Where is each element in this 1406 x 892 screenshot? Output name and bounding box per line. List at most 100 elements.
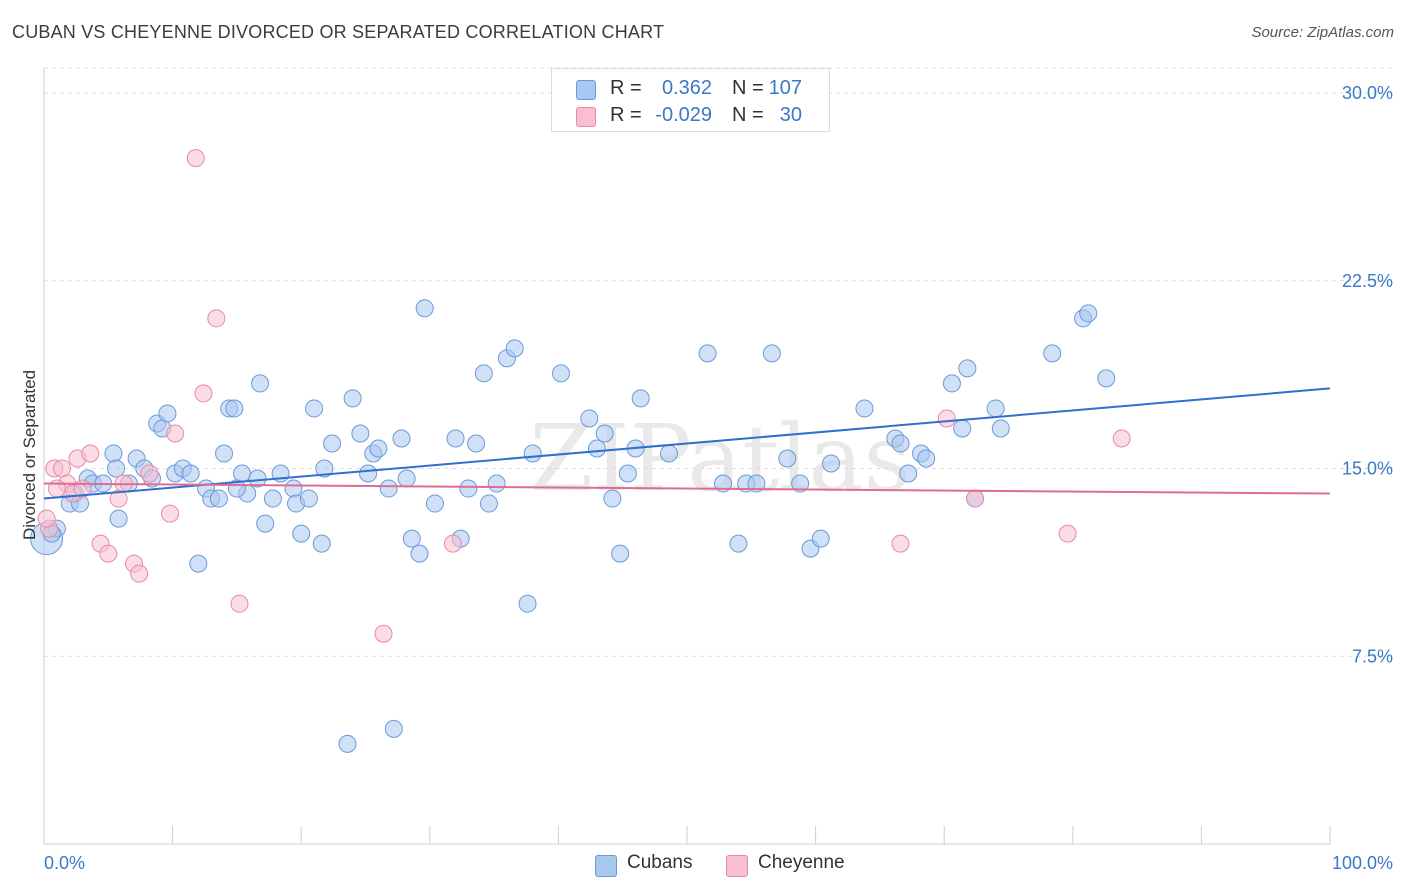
chart-title: CUBAN VS CHEYENNE DIVORCED OR SEPARATED … bbox=[12, 22, 665, 42]
point-cheyenne bbox=[891, 534, 910, 553]
point-cubans bbox=[181, 464, 200, 483]
correlation-legend: R = 0.362 N = 107 R = -0.029 N = 30 bbox=[551, 68, 830, 132]
point-cheyenne bbox=[937, 409, 956, 428]
point-cubans bbox=[698, 344, 717, 363]
point-cubans bbox=[343, 389, 362, 408]
legend-r-value: 0.362 bbox=[661, 77, 712, 99]
source-label: Source: ZipAtlas.com bbox=[1251, 24, 1394, 41]
point-cubans bbox=[384, 719, 403, 738]
point-cubans bbox=[917, 449, 936, 468]
point-cheyenne bbox=[37, 509, 56, 528]
point-cheyenne bbox=[443, 534, 462, 553]
point-cubans bbox=[778, 449, 797, 468]
point-cubans bbox=[631, 389, 650, 408]
point-cubans bbox=[958, 359, 977, 378]
point-cubans bbox=[233, 464, 252, 483]
point-cubans bbox=[991, 419, 1010, 438]
point-cubans bbox=[714, 474, 733, 493]
point-cubans bbox=[351, 424, 370, 443]
grid-lines bbox=[44, 67, 1392, 657]
point-cubans bbox=[379, 479, 398, 498]
tick-labels: 7.5% 15.0% 22.5% 30.0% 0.0% 100.0% bbox=[44, 83, 1393, 873]
point-cheyenne bbox=[166, 424, 185, 443]
point-cubans bbox=[284, 479, 303, 498]
point-cubans bbox=[459, 479, 478, 498]
point-cubans bbox=[986, 399, 1005, 418]
point-cubans bbox=[855, 399, 874, 418]
point-cubans bbox=[762, 344, 781, 363]
point-cubans bbox=[953, 419, 972, 438]
point-cheyenne bbox=[186, 149, 205, 168]
legend-n-value: 30 bbox=[779, 104, 802, 126]
point-cubans bbox=[467, 434, 486, 453]
point-cubans bbox=[397, 469, 416, 488]
point-cubans bbox=[523, 444, 542, 463]
point-cubans bbox=[505, 339, 524, 358]
point-cubans bbox=[251, 374, 270, 393]
y-axis-label: Divorced or Separated bbox=[20, 369, 39, 541]
point-cubans bbox=[402, 529, 421, 548]
legend-swatch-cubans bbox=[595, 855, 617, 877]
legend-row-cheyenne: R = -0.029 N = 30 bbox=[552, 102, 829, 128]
trend-lines bbox=[43, 387, 1331, 500]
legend-swatch-cheyenne bbox=[726, 855, 748, 877]
point-cubans bbox=[595, 424, 614, 443]
y-tick-label: 7.5% bbox=[1352, 646, 1393, 666]
point-cubans bbox=[587, 439, 606, 458]
trend-line-cheyenne bbox=[43, 482, 1331, 495]
point-cubans bbox=[551, 364, 570, 383]
point-cubans bbox=[611, 544, 630, 563]
point-cubans bbox=[104, 444, 123, 463]
point-cheyenne bbox=[1058, 524, 1077, 543]
point-cubans bbox=[263, 489, 282, 508]
point-cubans bbox=[791, 474, 810, 493]
point-cubans bbox=[338, 734, 357, 753]
legend-swatch-cheyenne bbox=[576, 107, 596, 127]
point-cubans bbox=[822, 454, 841, 473]
legend-label-cheyenne: Cheyenne bbox=[758, 852, 845, 873]
point-cubans bbox=[256, 514, 275, 533]
point-cubans bbox=[942, 374, 961, 393]
point-cubans bbox=[729, 534, 748, 553]
point-cheyenne bbox=[207, 309, 226, 328]
point-cubans bbox=[312, 534, 331, 553]
point-cubans bbox=[315, 459, 334, 478]
point-cubans bbox=[425, 494, 444, 513]
y-tick-label: 22.5% bbox=[1342, 271, 1393, 291]
legend-n-value: 107 bbox=[768, 77, 802, 99]
legend-r-value: -0.029 bbox=[655, 104, 712, 126]
y-tick-label: 15.0% bbox=[1342, 459, 1393, 479]
x-tick-label: 0.0% bbox=[44, 853, 85, 873]
point-cubans bbox=[659, 444, 678, 463]
point-cubans bbox=[209, 489, 228, 508]
point-cubans bbox=[479, 494, 498, 513]
point-cubans bbox=[747, 474, 766, 493]
point-cheyenne bbox=[230, 594, 249, 613]
point-cubans bbox=[487, 474, 506, 493]
point-cubans bbox=[107, 459, 126, 478]
legend-r-label: R = bbox=[610, 104, 642, 126]
legend-n-label: N = bbox=[732, 77, 764, 99]
point-cubans bbox=[248, 469, 267, 488]
point-cheyenne bbox=[130, 564, 149, 583]
point-cubans bbox=[292, 524, 311, 543]
point-cubans bbox=[811, 529, 830, 548]
point-cubans bbox=[899, 464, 918, 483]
legend-swatch-cubans bbox=[576, 80, 596, 100]
point-cubans bbox=[618, 464, 637, 483]
point-cheyenne bbox=[140, 464, 159, 483]
point-cubans bbox=[359, 464, 378, 483]
point-cheyenne bbox=[81, 444, 100, 463]
point-cheyenne bbox=[161, 504, 180, 523]
x-tick-label: 100.0% bbox=[1332, 853, 1393, 873]
legend-row-cubans: R = 0.362 N = 107 bbox=[552, 75, 829, 101]
point-cubans bbox=[603, 489, 622, 508]
point-cheyenne bbox=[374, 624, 393, 643]
point-cubans bbox=[215, 444, 234, 463]
legend-label-cubans: Cubans bbox=[627, 852, 693, 873]
data-points bbox=[30, 149, 1131, 753]
point-cubans bbox=[369, 439, 388, 458]
point-cubans bbox=[518, 594, 537, 613]
axes bbox=[43, 68, 1331, 845]
